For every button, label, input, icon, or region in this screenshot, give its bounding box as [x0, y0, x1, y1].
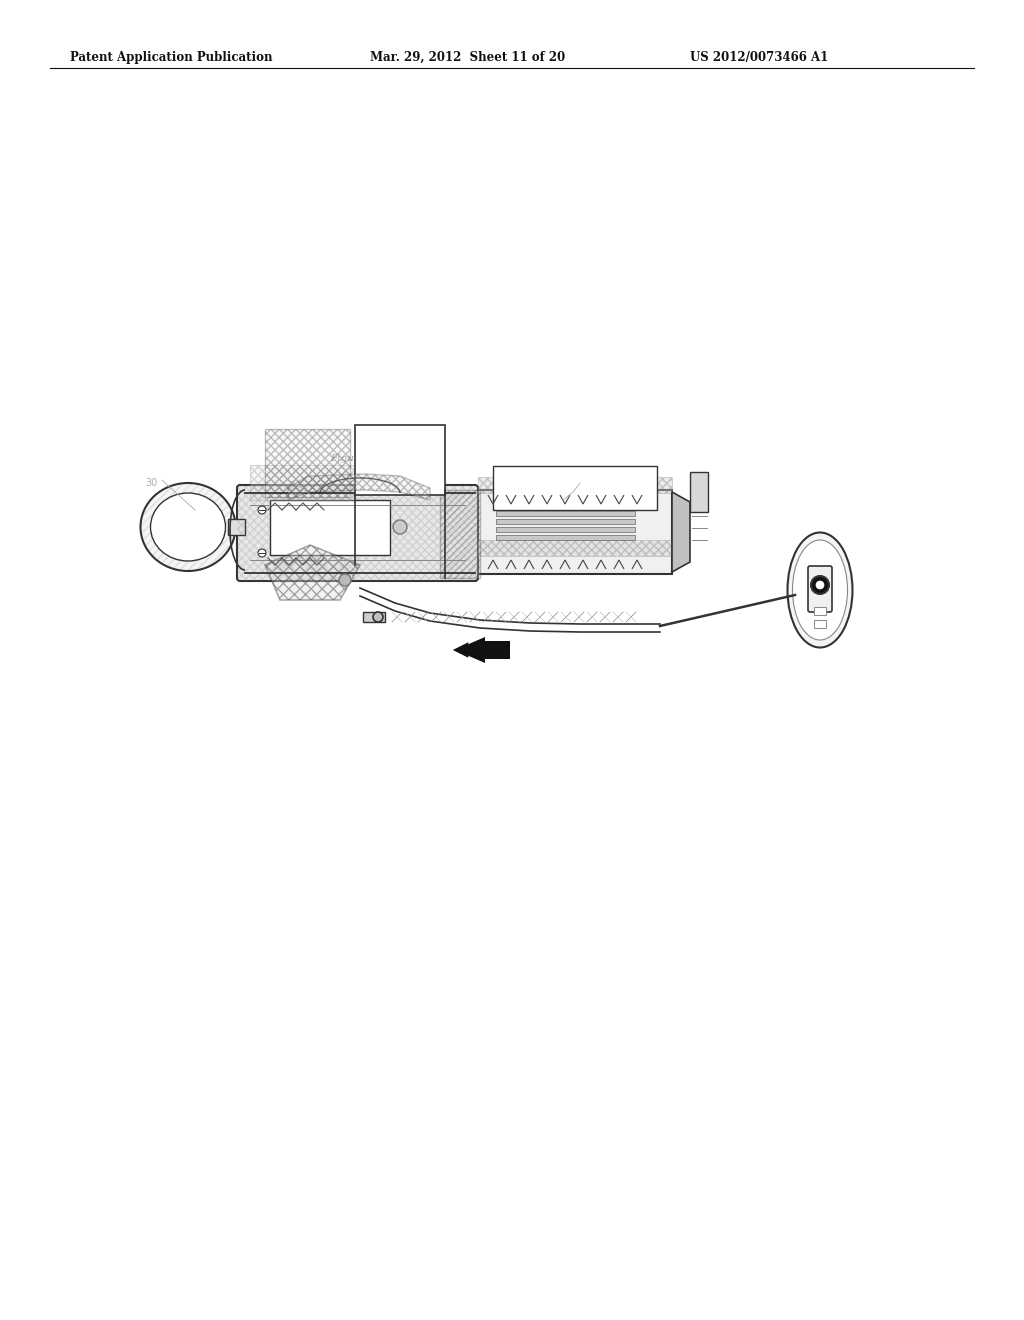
Bar [478, 490, 672, 574]
Bar [478, 477, 672, 492]
Polygon shape [288, 474, 430, 500]
Text: US 2012/0073466 A1: US 2012/0073466 A1 [690, 50, 828, 63]
Text: 30: 30 [145, 478, 158, 488]
Bar [496, 519, 635, 524]
Circle shape [393, 520, 407, 535]
Ellipse shape [793, 540, 848, 640]
Bar [493, 466, 657, 510]
Bar [814, 607, 826, 615]
Bar [478, 540, 672, 556]
Bar [355, 425, 445, 495]
Text: JERK TO
INFLATE: JERK TO INFLATE [820, 577, 840, 612]
Text: 2: 2 [288, 480, 294, 491]
Bar [362, 612, 385, 622]
Bar [496, 511, 635, 516]
Text: Figure 30: Figure 30 [330, 454, 382, 463]
Bar [496, 535, 635, 540]
Polygon shape [672, 492, 690, 572]
Circle shape [816, 581, 824, 589]
Ellipse shape [140, 483, 236, 572]
Polygon shape [265, 545, 360, 601]
Polygon shape [440, 490, 480, 578]
Ellipse shape [151, 492, 225, 561]
Circle shape [258, 506, 266, 513]
FancyBboxPatch shape [808, 566, 831, 612]
Circle shape [339, 574, 351, 586]
Circle shape [258, 549, 266, 557]
Circle shape [373, 612, 383, 622]
Polygon shape [228, 519, 245, 535]
Text: Mar. 29, 2012  Sheet 11 of 20: Mar. 29, 2012 Sheet 11 of 20 [370, 50, 565, 63]
Text: Patent Application Publication: Patent Application Publication [70, 50, 272, 63]
Bar [814, 620, 826, 628]
Bar [270, 500, 390, 554]
Bar [250, 465, 355, 500]
Bar [690, 473, 708, 512]
Bar [265, 429, 350, 498]
Text: 100: 100 [572, 480, 591, 490]
Circle shape [811, 576, 829, 594]
Bar [496, 527, 635, 532]
Ellipse shape [787, 532, 853, 648]
FancyBboxPatch shape [237, 484, 478, 581]
FancyArrow shape [455, 638, 510, 663]
